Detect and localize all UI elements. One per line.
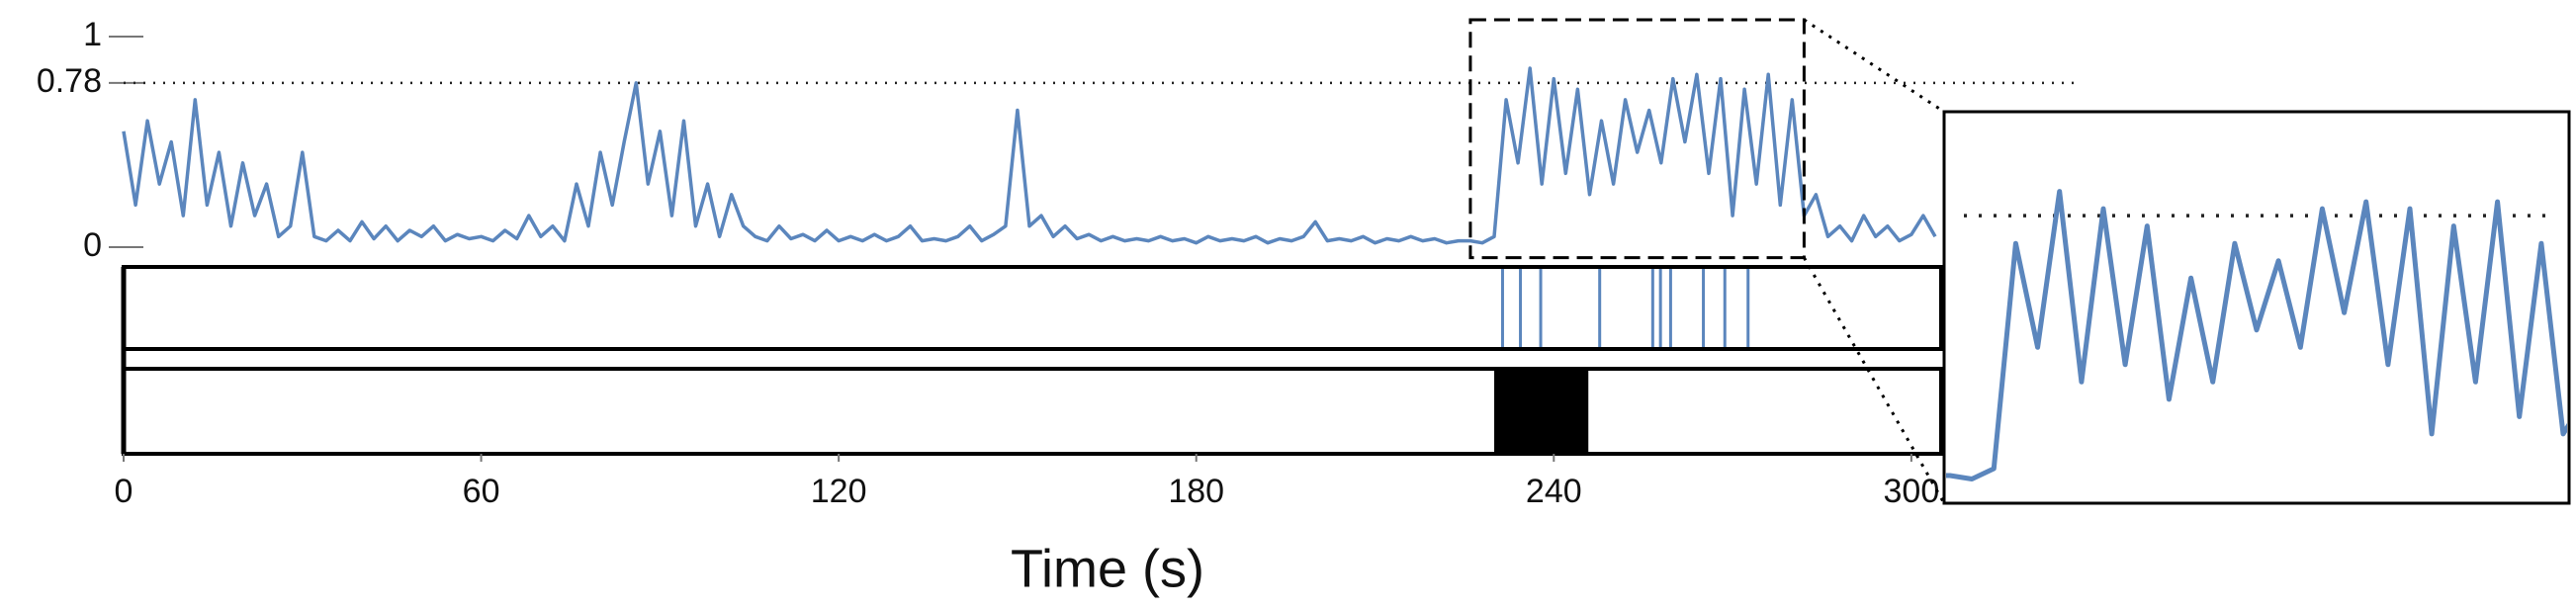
x-tick-label: 240 [1526,473,1582,510]
x-tick-label: 180 [1168,473,1224,510]
x-tick-label: 120 [811,473,867,510]
inset-bg [1944,112,2569,503]
inset-frame [1942,110,2571,505]
x-tick-label: 300 [1884,473,1940,510]
y-tick-label: 0.78 [37,62,102,100]
y-tick-label: 0 [83,226,102,264]
inset-line-series [1946,189,2567,481]
block [1494,369,1589,454]
connector [1803,18,1945,114]
block-panel [122,367,1943,456]
line-series [122,66,1937,245]
event-panel [122,265,1943,351]
x-tick-label: 60 [463,473,500,510]
inset-plot [1946,189,2567,481]
x-tick-label: 0 [115,473,133,510]
y-tick-label: 1 [83,16,102,53]
connector [1803,256,1946,504]
x-axis-label: Time (s) [1011,539,1204,598]
zoom-box [1468,18,1806,260]
